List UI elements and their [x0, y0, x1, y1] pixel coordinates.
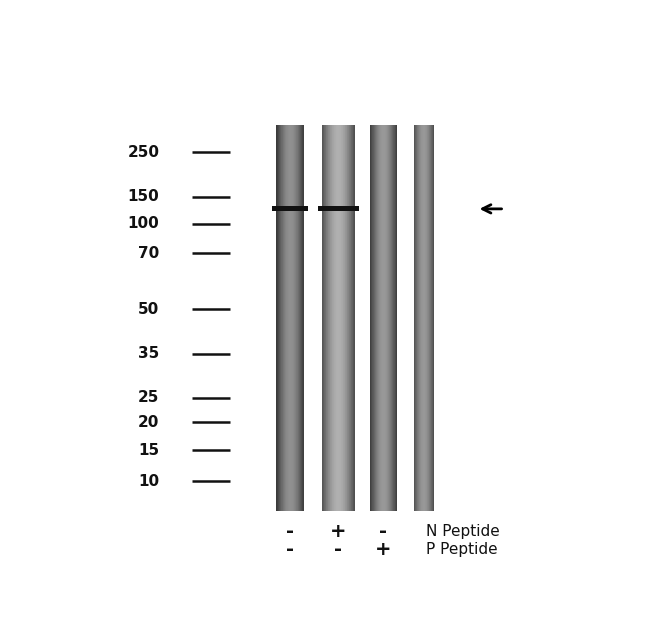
Bar: [352, 125, 353, 510]
Bar: [341, 125, 342, 510]
Bar: [344, 125, 345, 510]
Bar: [345, 125, 346, 510]
Text: 100: 100: [127, 216, 159, 231]
Bar: [323, 125, 324, 510]
Bar: [335, 125, 336, 510]
Bar: [336, 125, 337, 510]
Text: P Peptide: P Peptide: [426, 542, 498, 557]
Text: 250: 250: [127, 145, 159, 160]
Text: +: +: [330, 522, 346, 541]
Text: +: +: [375, 540, 392, 559]
Bar: [272, 206, 308, 211]
Bar: [326, 125, 327, 510]
Text: 15: 15: [138, 443, 159, 458]
Text: N Peptide: N Peptide: [426, 524, 500, 539]
Bar: [340, 125, 341, 510]
Bar: [337, 125, 338, 510]
Bar: [346, 125, 347, 510]
Text: -: -: [286, 522, 294, 541]
Bar: [324, 125, 325, 510]
Text: -: -: [380, 522, 387, 541]
Text: 50: 50: [138, 302, 159, 317]
Bar: [327, 125, 328, 510]
Bar: [351, 125, 352, 510]
Text: 150: 150: [127, 189, 159, 204]
Bar: [333, 125, 334, 510]
Bar: [342, 125, 343, 510]
Bar: [347, 125, 348, 510]
Text: 70: 70: [138, 245, 159, 261]
Text: 35: 35: [138, 346, 159, 361]
Bar: [330, 125, 331, 510]
Text: -: -: [286, 540, 294, 559]
Bar: [325, 125, 326, 510]
Bar: [322, 125, 323, 510]
Text: 10: 10: [138, 473, 159, 489]
Bar: [350, 125, 351, 510]
Bar: [331, 125, 332, 510]
Text: -: -: [334, 540, 342, 559]
Bar: [353, 125, 354, 510]
Bar: [348, 125, 349, 510]
Bar: [334, 125, 335, 510]
Bar: [328, 125, 329, 510]
Bar: [332, 125, 333, 510]
Bar: [338, 125, 339, 510]
Bar: [329, 125, 330, 510]
Bar: [318, 206, 359, 211]
Text: 20: 20: [138, 415, 159, 430]
Bar: [349, 125, 350, 510]
Text: 25: 25: [138, 390, 159, 405]
Bar: [339, 125, 340, 510]
Bar: [343, 125, 344, 510]
